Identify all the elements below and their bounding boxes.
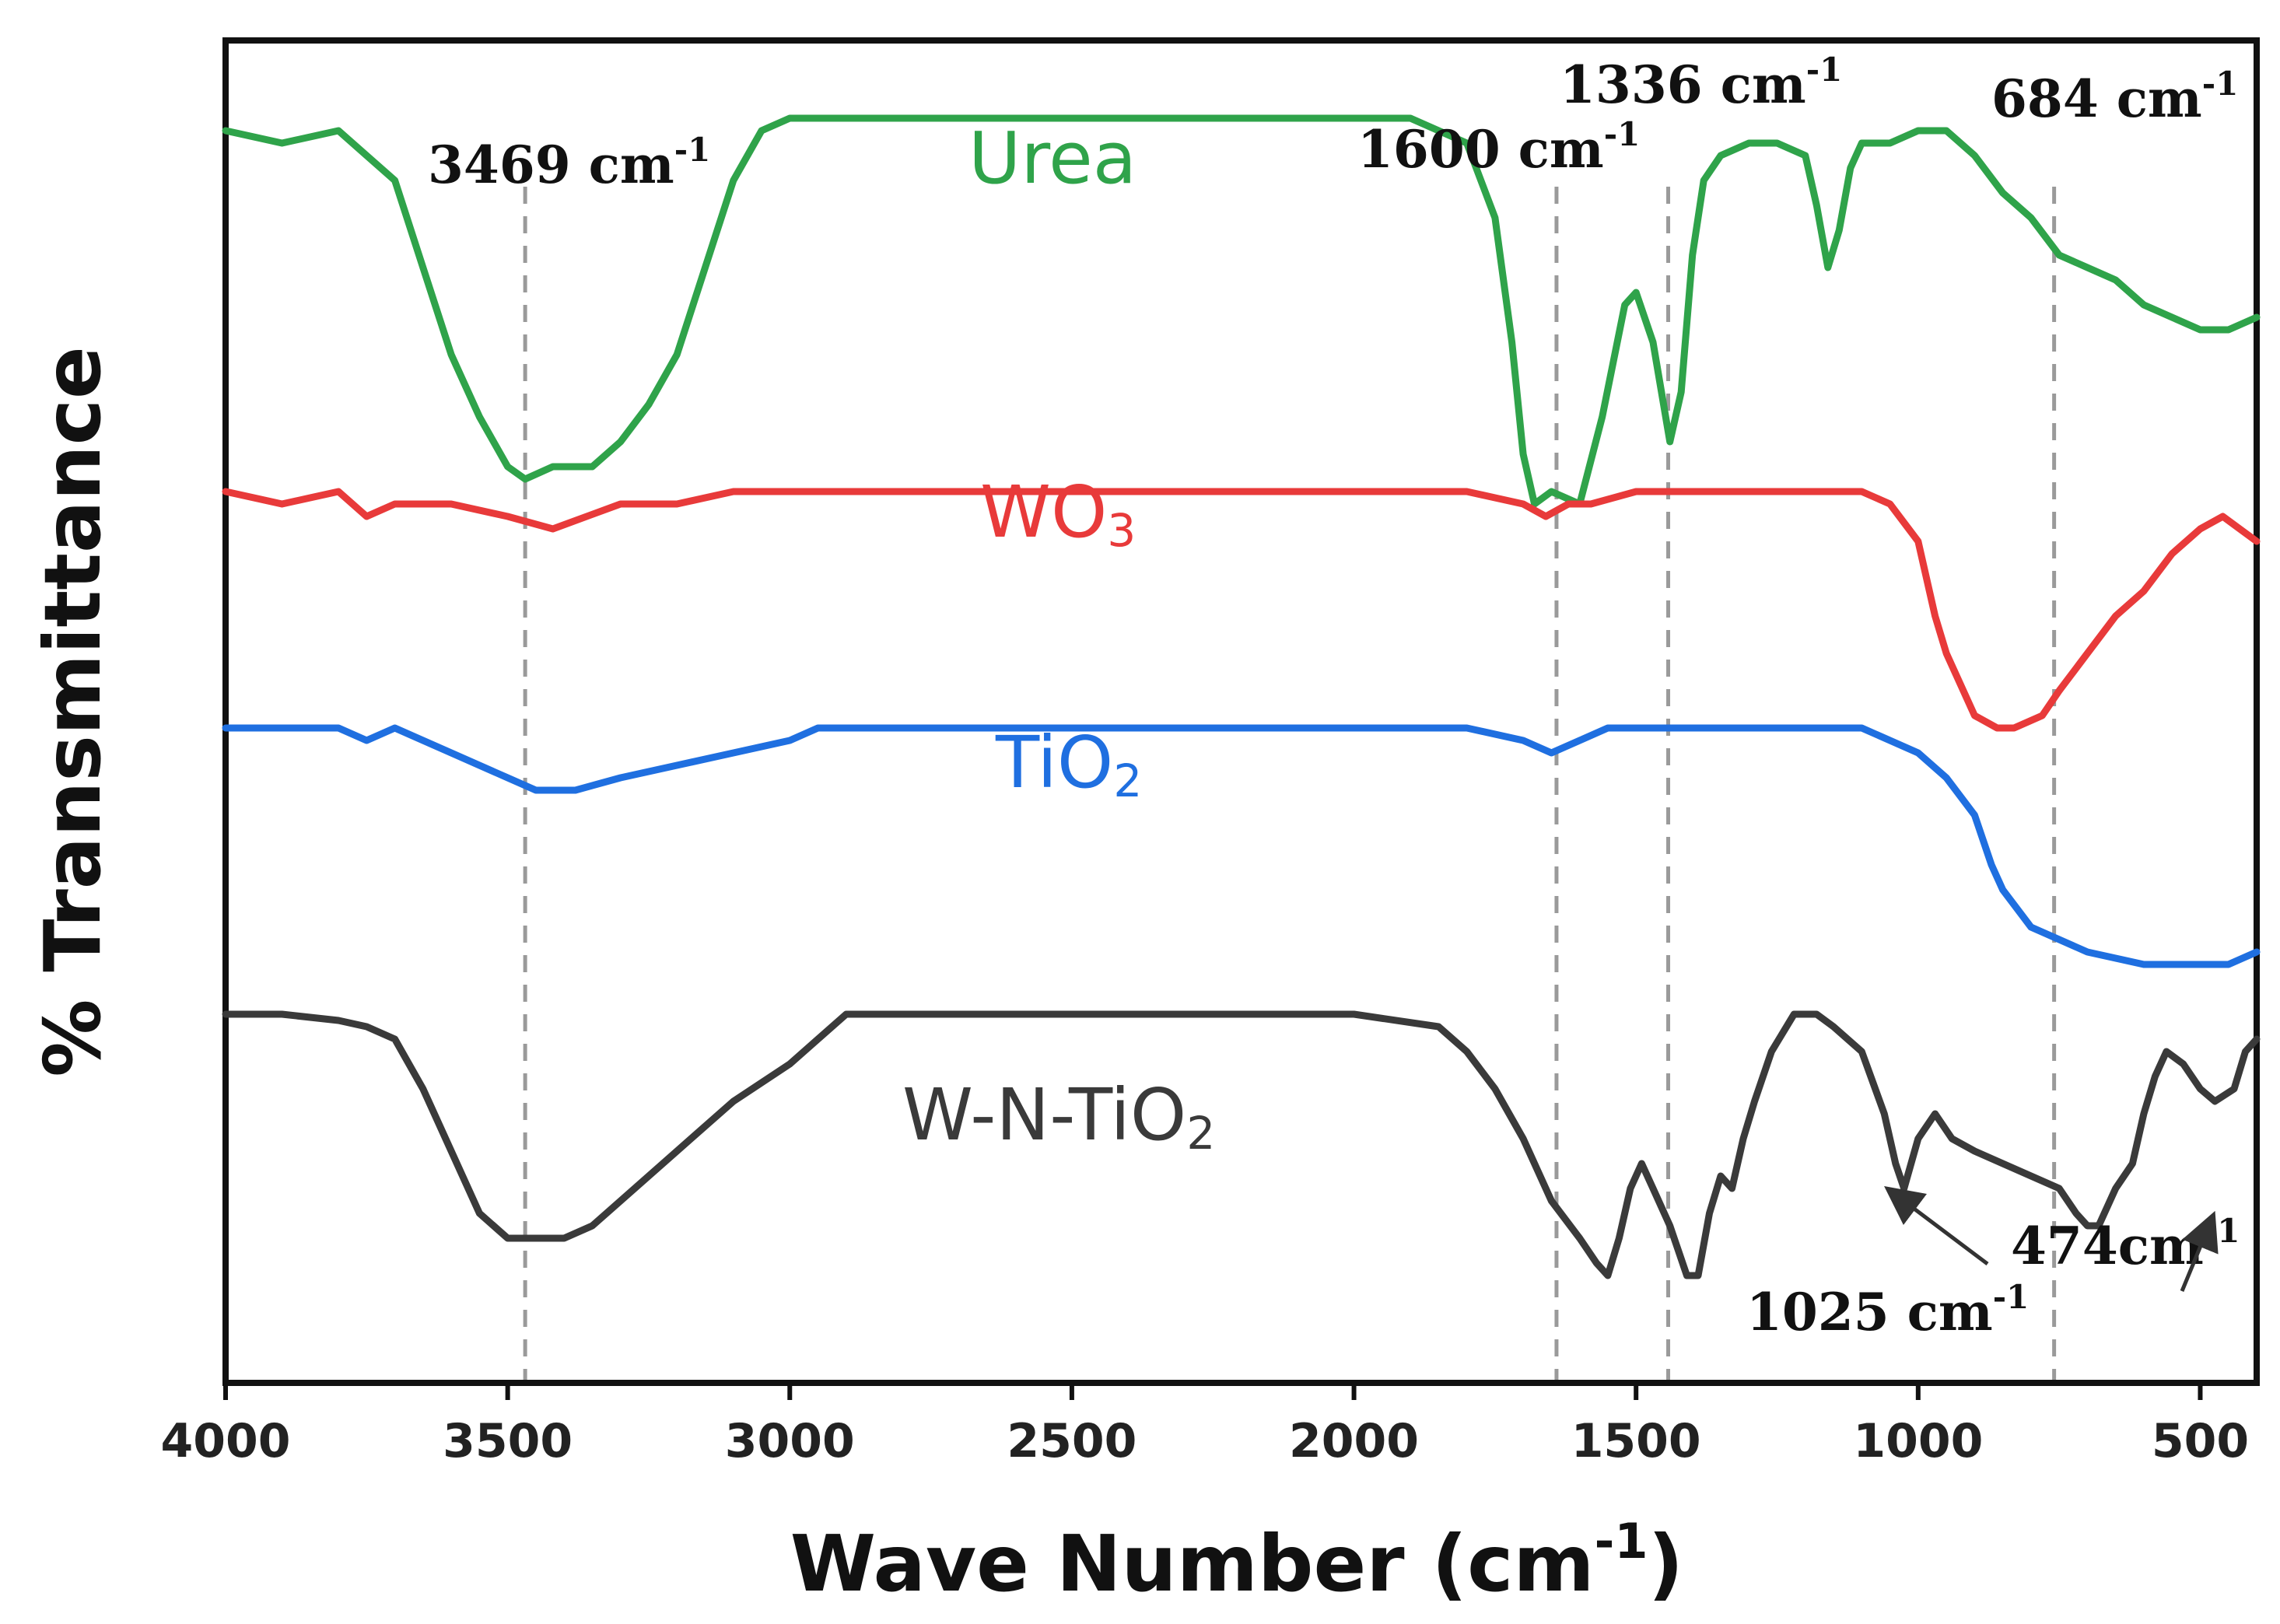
x-tick-label-1500: 1500 (1571, 1414, 1701, 1468)
series-label-urea: Urea (968, 117, 1136, 200)
x-tick-label-3500: 3500 (443, 1414, 573, 1468)
annotation-684: 684 cm-1 (1991, 65, 2238, 129)
x-tick-label-2500: 2500 (1007, 1414, 1136, 1468)
annotation-1025: 1025 cm-1 (1746, 1278, 2029, 1342)
x-tick-label-3000: 3000 (725, 1414, 855, 1468)
arrow-474 (2180, 1210, 2219, 1292)
x-tick-label-2000: 2000 (1289, 1414, 1419, 1468)
x-tick-label-1000: 1000 (1853, 1414, 1983, 1468)
reference-lines (523, 187, 2057, 1380)
series-label-w-n-tio2: W-N-TiO2 (902, 1073, 1215, 1160)
series-label-wo3: WO3 (980, 471, 1136, 557)
annotation-1600: 1600 cm-1 (1357, 115, 1640, 180)
x-axis-title: Wave Number (cm-1) (790, 1513, 1683, 1609)
plot-frame (222, 37, 2260, 1386)
series-group (222, 114, 2261, 1279)
series-line-wo3 (222, 488, 2261, 732)
y-axis-title: % Transmittance (27, 346, 118, 1077)
series-label-tio2: TiO2 (995, 721, 1142, 807)
series-line-tio2 (222, 724, 2261, 968)
annotation-3469: 3469 cm-1 (428, 131, 710, 195)
annotation-474: 474cm-1 (2011, 1212, 2240, 1276)
x-tick-label-500: 500 (2152, 1414, 2249, 1468)
x-axis-ticks: 4000 3500 3000 2500 2000 1500 1000 500 (161, 1383, 2249, 1468)
x-tick-label-4000: 4000 (161, 1414, 291, 1468)
arrow-1025 (1884, 1185, 1989, 1265)
annotation-1336: 1336 cm-1 (1560, 51, 1842, 115)
series-line-w-n-tio2 (222, 1010, 2261, 1279)
